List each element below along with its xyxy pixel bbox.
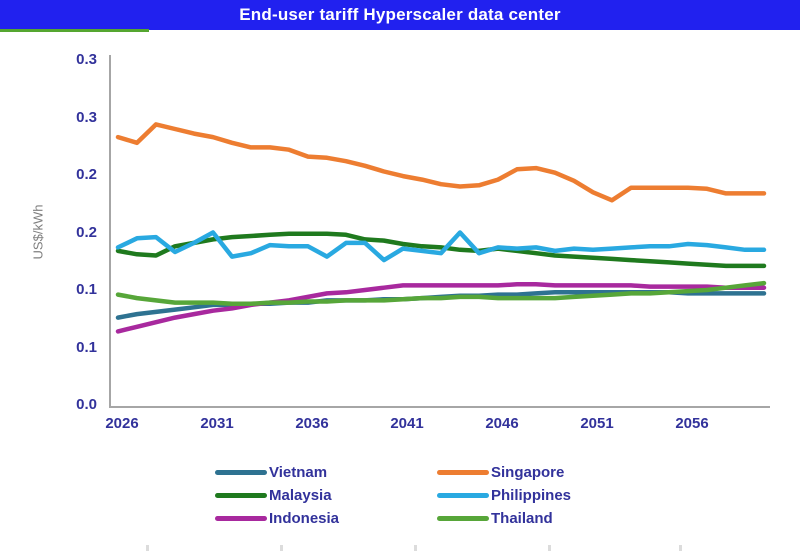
y-tick-label: 0.2 — [76, 223, 97, 241]
y-axis-title: US$/kWh — [30, 204, 46, 260]
legend-item-philippines: Philippines — [437, 484, 637, 507]
legend-item-vietnam: Vietnam — [215, 461, 437, 484]
x-tick-label: 2056 — [675, 415, 709, 432]
y-tick-label: 0.0 — [76, 396, 97, 413]
series-line-philippines — [115, 230, 767, 263]
x-tick-label: 2036 — [295, 415, 329, 432]
cropped-bottom-tick — [280, 545, 283, 551]
legend-swatch-singapore — [437, 470, 489, 475]
cropped-bottom-tick — [414, 545, 417, 551]
legend-label: Thailand — [491, 510, 553, 527]
legend-label: Singapore — [491, 464, 565, 481]
tab-indicator — [0, 29, 149, 32]
series-line-indonesia — [115, 282, 767, 334]
cropped-bottom-tick — [146, 545, 149, 551]
legend-label: Malaysia — [269, 487, 332, 504]
x-tick-label: 2051 — [580, 415, 614, 432]
cropped-bottom-tick — [548, 545, 551, 551]
legend-swatch-vietnam — [215, 470, 267, 475]
x-tick-label: 2041 — [390, 415, 424, 432]
y-tick-label: 0.3 — [76, 51, 97, 68]
y-tick-label: 0.3 — [76, 108, 97, 126]
legend-label: Vietnam — [269, 464, 328, 481]
legend-label: Indonesia — [269, 510, 340, 527]
legend-item-thailand: Thailand — [437, 507, 637, 530]
legend-item-malaysia: Malaysia — [215, 484, 437, 507]
y-tick-label: 0.1 — [76, 281, 97, 298]
series-line-singapore — [115, 122, 767, 203]
y-tick-label: 0.2 — [76, 166, 97, 183]
chart-legend: Vietnam Singapore Malaysia Philippines Indon… — [215, 461, 637, 530]
cropped-bottom-tick — [679, 545, 682, 551]
legend-swatch-malaysia — [215, 493, 267, 498]
series-line-thailand — [115, 280, 767, 307]
legend-label: Philippines — [491, 487, 572, 504]
y-tick-label: 0.1 — [76, 338, 97, 356]
x-tick-label: 2026 — [105, 415, 139, 432]
chart-title: End-user tariff Hyperscaler data center — [239, 5, 561, 24]
legend-item-singapore: Singapore — [437, 461, 637, 484]
legend-swatch-thailand — [437, 516, 489, 521]
legend-swatch-indonesia — [215, 516, 267, 521]
legend-item-indonesia: Indonesia — [215, 507, 437, 530]
x-tick-label: 2031 — [200, 415, 234, 432]
chart-title-bar: End-user tariff Hyperscaler data center — [0, 0, 800, 30]
series-line-malaysia — [115, 231, 767, 269]
x-tick-label: 2046 — [485, 415, 519, 432]
legend-swatch-philippines — [437, 493, 489, 498]
